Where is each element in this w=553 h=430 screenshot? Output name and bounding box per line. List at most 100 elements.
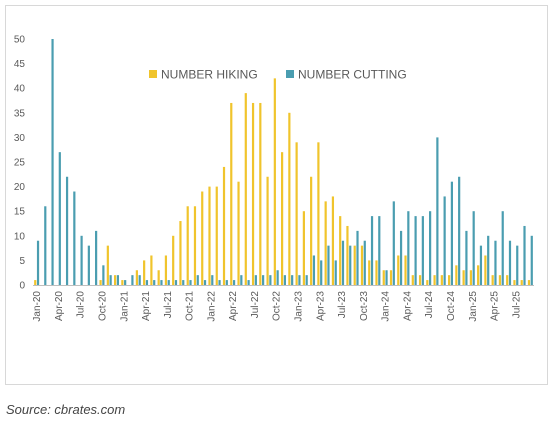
- x-tick-label: Apr-24: [402, 291, 413, 321]
- cutting-bar: [51, 39, 54, 285]
- hiking-bar: [491, 275, 494, 285]
- cutting-bar: [429, 211, 432, 285]
- cutting-bar: [182, 280, 185, 285]
- cutting-bar: [436, 137, 439, 285]
- cutting-bar: [138, 275, 141, 285]
- cutting-bar: [516, 245, 519, 285]
- cutting-bar: [203, 280, 207, 285]
- x-tick-label: Oct-21: [185, 291, 196, 321]
- hiking-bar: [230, 102, 233, 286]
- cutting-bar: [378, 216, 381, 285]
- y-tick-label: 5: [19, 256, 25, 267]
- y-tick-label: 0: [19, 281, 25, 292]
- cutting-bar: [392, 201, 395, 285]
- hiking-bar: [368, 260, 371, 285]
- x-tick-label: Jul-23: [337, 291, 348, 319]
- y-tick-label: 30: [14, 133, 26, 144]
- hiking-bar: [201, 191, 204, 285]
- cutting-bar: [327, 245, 330, 285]
- cutting-bar: [116, 275, 119, 285]
- cutting-bar: [399, 230, 403, 285]
- x-tick-label: Oct-23: [359, 291, 370, 321]
- hiking-bar: [237, 181, 240, 285]
- x-tick-label: Jan-23: [294, 291, 305, 322]
- hiking-bar: [157, 270, 160, 285]
- y-tick-label: 10: [14, 231, 26, 242]
- cutting-bar: [189, 280, 192, 285]
- hiking-bar: [469, 270, 472, 285]
- hiking-bar: [251, 102, 255, 286]
- x-tick-label: Jul-22: [250, 291, 261, 319]
- hiking-bar: [477, 265, 480, 285]
- cutting-bar: [291, 275, 294, 285]
- cutting-bar: [145, 280, 149, 285]
- cutting-bar: [65, 176, 69, 285]
- hiking-bar: [455, 265, 458, 285]
- hiking-bar: [222, 166, 226, 285]
- x-tick-label: Apr-25: [490, 291, 501, 321]
- cutting-bar: [167, 280, 170, 285]
- source-caption: Source: cbrates.com: [6, 402, 126, 417]
- cutting-bar: [174, 280, 178, 285]
- hiking-bar: [353, 245, 356, 285]
- cutting-bar: [479, 245, 483, 285]
- hiking-bar: [397, 255, 400, 285]
- hiking-bar: [295, 142, 298, 285]
- cutting-bar: [262, 275, 265, 285]
- legend-cutting-label: NUMBER CUTTING: [298, 68, 407, 82]
- hiking-bar: [179, 221, 182, 285]
- hiking-bar: [143, 260, 146, 285]
- hiking-bar: [172, 235, 175, 285]
- hiking-bar: [208, 186, 211, 285]
- hiking-bar: [426, 280, 429, 285]
- hiking-bar: [259, 102, 262, 286]
- x-tick-label: Jan-22: [206, 291, 217, 322]
- x-tick-label: Jul-24: [424, 291, 435, 319]
- cutting-bar: [225, 280, 228, 285]
- cutting-bar: [305, 275, 308, 285]
- hiking-bar: [411, 275, 414, 285]
- hiking-bar: [382, 270, 385, 285]
- x-tick-label: Oct-20: [97, 291, 108, 321]
- cutting-bar: [349, 245, 352, 285]
- legend-hiking-swatch: [149, 70, 157, 78]
- cutting-bar: [508, 240, 512, 285]
- cutting-bar: [36, 240, 40, 285]
- hiking-bar: [324, 201, 327, 285]
- x-tick-label: Apr-23: [315, 291, 326, 321]
- cutting-bar: [283, 275, 286, 285]
- hiking-bar: [135, 270, 138, 285]
- x-tick-label: Jan-20: [32, 291, 43, 322]
- cutting-bar: [341, 240, 345, 285]
- x-tick-label: Jul-20: [76, 291, 87, 319]
- cutting-bar: [131, 275, 134, 285]
- cutting-bar: [414, 216, 417, 285]
- hiking-bar: [186, 206, 189, 285]
- x-tick-label: Jan-24: [381, 291, 392, 322]
- hiking-bar: [520, 280, 523, 285]
- legend-hiking-label: NUMBER HIKING: [161, 68, 258, 82]
- x-tick-label: Jul-21: [163, 291, 174, 319]
- cutting-bar: [356, 230, 359, 285]
- hiking-bar: [418, 275, 422, 285]
- cutting-bar: [109, 275, 112, 285]
- bar-chart: 0 5 10 15 20 25 30 35 40 45 50 Jan-20 Apr-20 Jul-20 Oc…: [14, 35, 534, 322]
- cutting-bar: [269, 275, 272, 285]
- hiking-bar: [121, 280, 124, 285]
- cutting-bar: [320, 260, 323, 285]
- hiking-bar: [266, 176, 269, 285]
- hiking-bar: [339, 216, 342, 285]
- hiking-bar: [99, 280, 102, 285]
- cutting-bar: [160, 280, 163, 285]
- hiking-bar: [281, 152, 284, 285]
- hiking-bar: [106, 245, 109, 285]
- hiking-bar: [462, 270, 465, 285]
- cutting-bar: [443, 196, 446, 285]
- hiking-bar: [375, 260, 378, 285]
- hiking-bar: [310, 176, 313, 285]
- cutting-bar: [370, 216, 374, 285]
- y-tick-label: 50: [14, 35, 26, 46]
- hiking-bar: [34, 280, 37, 285]
- hiking-bar: [404, 255, 407, 285]
- x-tick-label: Apr-22: [228, 291, 239, 321]
